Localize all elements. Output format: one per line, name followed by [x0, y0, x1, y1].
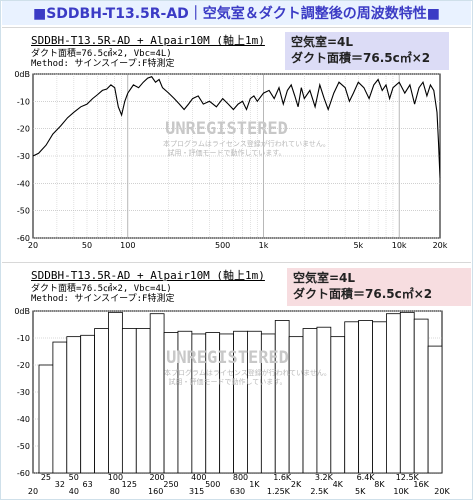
- y-tick-label: -40: [17, 179, 30, 188]
- y-tick-label: -30: [17, 388, 30, 397]
- octave-bar: [108, 311, 123, 474]
- x-tick-label: 5K: [355, 487, 366, 496]
- y-tick-label: -30: [17, 152, 30, 161]
- x-tick-label: 16K: [413, 480, 429, 489]
- page-title: ■SDDBH-T13.5R-AD｜空気室＆ダクト調整後の周波数特性■: [2, 1, 471, 25]
- spec-duct-area: ダクト面積＝76.5c㎡×2: [293, 287, 433, 301]
- watermark-note: 試用・評価モードで動作しています。: [167, 148, 285, 157]
- x-tick-label: 12.5K: [396, 473, 420, 482]
- watermark-note: 本プログラムはライセンス登録が行われていません。: [163, 139, 330, 148]
- x-tick-label: 50: [82, 241, 92, 250]
- x-tick-label: 32: [55, 480, 65, 489]
- y-tick-label: 0dB: [14, 307, 30, 316]
- x-tick-label: 630: [230, 487, 245, 496]
- y-tick-label: -50: [17, 442, 30, 451]
- octave-bar: [52, 341, 68, 474]
- octave-bar: [372, 321, 387, 474]
- x-tick-label: 5k: [353, 241, 363, 250]
- x-tick-label: 1K: [249, 480, 260, 489]
- plot-area: [32, 73, 441, 239]
- octave-bar: [66, 336, 82, 474]
- chart-header-line-3: Method: サインスイープ:F特測定: [31, 59, 175, 69]
- watermark-note: 本プログラムはライセンス登録が行われていません。: [164, 368, 331, 377]
- x-tick-label: 10k: [392, 241, 407, 250]
- octave-bar: [399, 311, 415, 474]
- y-tick-label: -50: [17, 207, 30, 216]
- octave-bar: [149, 313, 165, 474]
- x-tick-label: 3.2K: [315, 473, 334, 482]
- watermark-note: 試用・評価モードで動作しています。: [168, 377, 286, 386]
- octave-bar: [274, 320, 290, 474]
- x-tick-label: 20: [28, 241, 38, 250]
- spec-air-chamber: 空気室=4L: [291, 35, 354, 49]
- x-tick-label: 400: [191, 473, 206, 482]
- x-tick-label: 800: [233, 473, 248, 482]
- x-tick-label: 40: [69, 487, 79, 496]
- y-tick-label: -20: [17, 125, 30, 134]
- watermark-text: UNREGISTERED: [165, 119, 288, 139]
- octave-band-panel: SDDBH-T13.5R-AD + Alpair10M (軸上1m) ダクト面積…: [2, 262, 471, 497]
- octave-bar: [135, 328, 151, 474]
- x-tick-label: 100: [108, 473, 123, 482]
- spec-duct-area: ダクト面積＝76.5c㎡×2: [291, 51, 431, 65]
- x-tick-label: 500: [205, 480, 220, 489]
- x-tick-label: 20: [28, 487, 38, 496]
- x-tick-label: 2K: [291, 480, 302, 489]
- octave-bar: [330, 336, 346, 474]
- watermark-text: UNREGISTERED: [166, 348, 289, 368]
- octave-bar: [386, 313, 401, 474]
- chart-header-line-2: ダクト面積=76.5㎠×2, Vbc=4L): [31, 49, 172, 59]
- octave-bar: [288, 336, 304, 474]
- y-tick-label: -40: [17, 415, 30, 424]
- y-tick-label: 0dB: [14, 70, 30, 79]
- chart-header-title: SDDBH-T13.5R-AD + Alpair10M (軸上1m): [31, 34, 265, 47]
- x-tick-label: 50: [69, 473, 79, 482]
- octave-bar: [38, 364, 54, 474]
- spec-box: 空気室=4L ダクト面積＝76.5c㎡×2: [287, 268, 471, 306]
- spec-box: 空気室=4L ダクト面積＝76.5c㎡×2: [285, 32, 449, 70]
- y-tick-label: -20: [17, 361, 30, 370]
- x-tick-label: 1.6K: [273, 473, 292, 482]
- chart-header-title: SDDBH-T13.5R-AD + Alpair10M (軸上1m): [31, 269, 265, 282]
- x-tick-label: 125: [122, 480, 137, 489]
- chart-header-line-3: Method: サインスイープ:F特測定: [31, 294, 175, 304]
- octave-bar: [121, 328, 137, 474]
- octave-band-chart: 0dB -10 -20 -30 -40 -50 -60 25 50 100 200 400 800 1.6…: [14, 307, 450, 496]
- y-tick-label: -60: [17, 234, 30, 243]
- y-tick-label: -10: [17, 334, 30, 343]
- x-tick-label: 20k: [433, 241, 448, 250]
- x-tick-label: 1k: [259, 241, 269, 250]
- x-tick-label: 2.5K: [310, 487, 329, 496]
- x-tick-label: 315: [189, 487, 204, 496]
- octave-bar: [80, 334, 95, 474]
- x-tick-label: 6.4K: [357, 473, 376, 482]
- x-tick-label: 250: [163, 480, 178, 489]
- x-tick-label: 20K: [434, 487, 450, 496]
- octave-bar: [302, 328, 318, 474]
- x-tick-label: 200: [149, 473, 164, 482]
- octave-bar: [358, 320, 373, 474]
- octave-bar: [427, 345, 443, 474]
- x-tick-label: 25: [41, 473, 51, 482]
- y-tick-label: -60: [17, 469, 30, 478]
- response-series-line: [32, 76, 441, 178]
- x-tick-label: 10K: [393, 487, 409, 496]
- x-tick-label: 100: [120, 241, 135, 250]
- x-tick-label: 160: [148, 487, 163, 496]
- octave-bar: [316, 326, 332, 474]
- x-tick-label: 8K: [374, 480, 385, 489]
- x-tick-label: 4K: [333, 480, 344, 489]
- frequency-response-panel: SDDBH-T13.5R-AD + Alpair10M (軸上1m) ダクト面積…: [2, 27, 471, 257]
- chart-header-line-2: ダクト面積=76.5㎠×2, Vbc=4L): [31, 284, 172, 294]
- spec-air-chamber: 空気室=4L: [293, 271, 356, 285]
- y-tick-label: -10: [17, 97, 30, 106]
- octave-bar: [94, 328, 109, 474]
- x-tick-label: 500: [215, 241, 230, 250]
- x-tick-label: 63: [83, 480, 93, 489]
- octave-bar: [413, 318, 429, 474]
- x-tick-label: 1.25K: [267, 487, 291, 496]
- octave-bar: [344, 321, 360, 474]
- x-tick-label: 80: [110, 487, 120, 496]
